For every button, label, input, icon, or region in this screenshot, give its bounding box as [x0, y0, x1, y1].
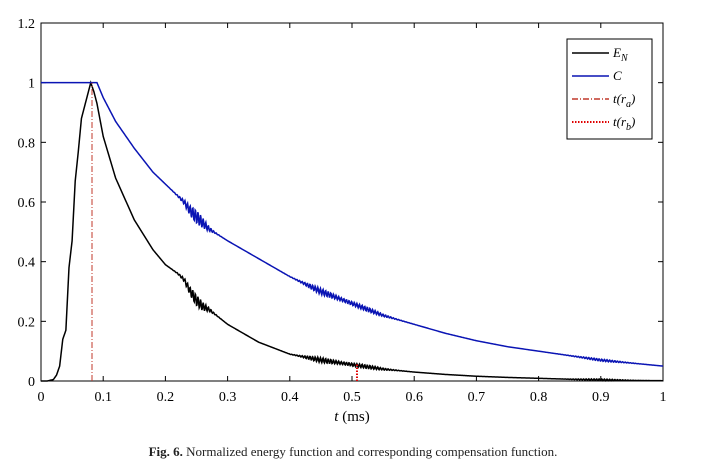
y-tick-label: 1 [28, 77, 35, 92]
x-tick-label: 0.1 [94, 390, 112, 405]
legend-label: t(rb) [613, 114, 635, 133]
x-axis-label: t (ms) [334, 409, 369, 425]
figure-caption: Fig. 6. Normalized energy function and c… [0, 444, 706, 460]
y-tick-label: 0.8 [18, 136, 36, 151]
chart: 0 0.1 0.2 0.3 0.4 0.5 0.6 0.7 0.8 0.9 1 0 0.2 0.4 0.6 0… [18, 17, 667, 425]
x-tick-label: 1 [660, 390, 667, 405]
x-tick-label: 0.6 [405, 390, 423, 405]
series-line-en [41, 80, 663, 382]
legend-label: C [613, 68, 622, 83]
figure-caption-prefix: Fig. 6. [148, 444, 183, 459]
y-tick-label: 1.2 [18, 17, 36, 32]
x-tick-label: 0.2 [157, 390, 175, 405]
x-tick-label: 0.5 [343, 390, 361, 405]
y-tick-label: 0.4 [18, 256, 36, 271]
legend-label: t(ra) [613, 91, 635, 110]
y-tick-label: 0 [28, 375, 35, 390]
y-tick-label: 0.2 [18, 315, 36, 330]
x-tick-label: 0.3 [219, 390, 237, 405]
y-tick-label: 0.6 [18, 196, 36, 211]
x-tick-label: 0 [38, 390, 45, 405]
series-line-c [41, 81, 664, 367]
x-tick-label: 0.7 [468, 390, 486, 405]
figure-caption-text: Normalized energy function and correspon… [182, 444, 558, 459]
legend-box [566, 38, 653, 140]
x-tick-label: 0.4 [281, 390, 299, 405]
x-tick-label: 0.8 [530, 390, 548, 405]
x-tick-label: 0.9 [592, 390, 610, 405]
legend-label: EN [612, 45, 629, 64]
